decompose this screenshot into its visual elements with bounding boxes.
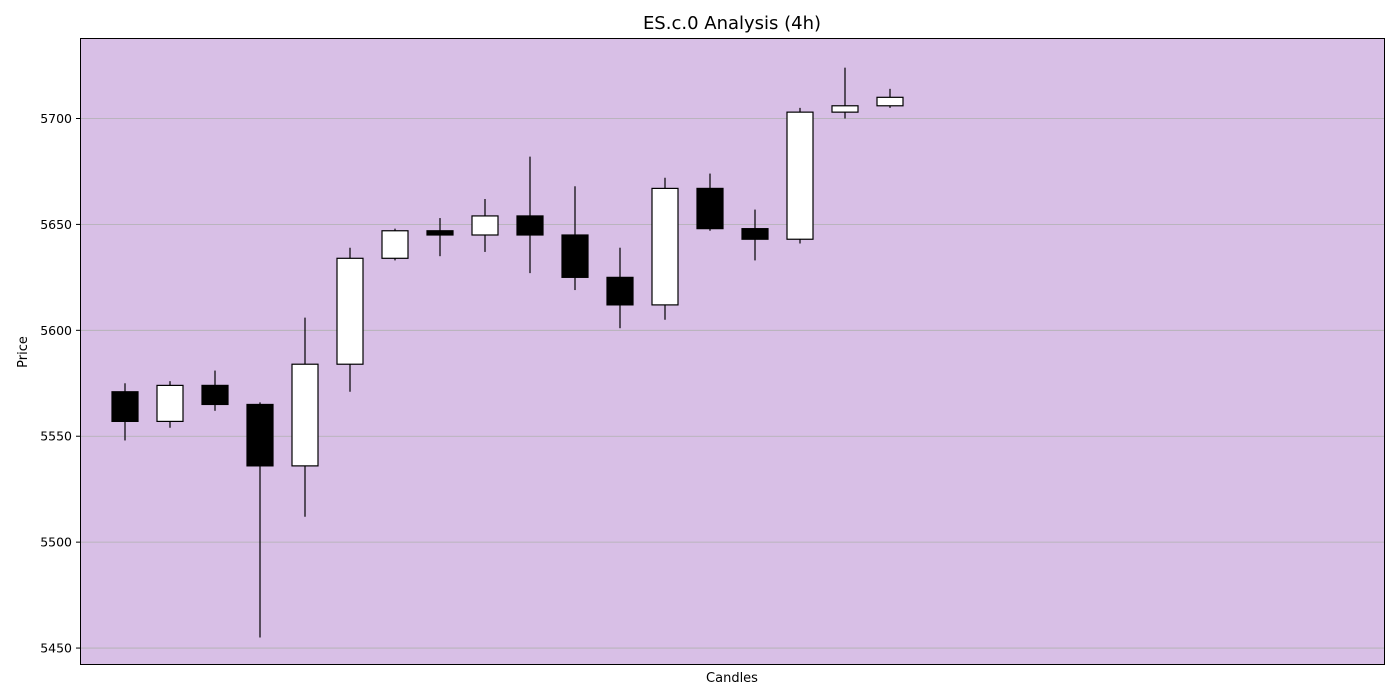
candle (426, 218, 454, 257)
y-axis-ticks: 5450 5500 5550 5600 5650 5700 (40, 111, 80, 656)
candle-body-down (426, 230, 454, 236)
x-axis-label: Candles (706, 671, 758, 686)
plot-frame (80, 38, 1385, 665)
y-tick-label: 5500 (40, 535, 72, 550)
candle (201, 370, 229, 411)
candle-body-up (651, 187, 679, 306)
y-tick-label: 5700 (40, 111, 72, 126)
candle (831, 67, 859, 119)
candle-body-down (606, 276, 634, 306)
candle-body-up (786, 111, 814, 240)
candle-body-down (741, 228, 769, 240)
candle (786, 107, 814, 244)
y-axis-label: Price (16, 336, 31, 368)
candle (741, 209, 769, 261)
candle-body-up (831, 105, 859, 113)
candle-body-down (111, 391, 139, 423)
candle (606, 247, 634, 329)
candle (561, 186, 589, 291)
candle-body-up (471, 215, 499, 236)
candle (246, 402, 274, 638)
y-tick-label: 5650 (40, 217, 72, 232)
candle-body-up (291, 363, 319, 467)
candle (696, 173, 724, 231)
chart-title: ES.c.0 Analysis (4h) (643, 13, 821, 34)
candle-body-up (156, 384, 184, 423)
candle-body-down (561, 234, 589, 278)
candle (111, 383, 139, 441)
candle-body-down (696, 187, 724, 230)
candle (291, 317, 319, 517)
y-tick-label: 5600 (40, 323, 72, 338)
candle (381, 228, 409, 261)
candle (156, 381, 184, 428)
candle (516, 156, 544, 274)
y-tick-label: 5550 (40, 429, 72, 444)
candle-body-up (381, 230, 409, 259)
candles (111, 67, 904, 638)
candle-body-down (201, 384, 229, 406)
candle-body-up (336, 257, 364, 365)
candle-body-down (246, 403, 274, 467)
y-tick-label: 5450 (40, 641, 72, 656)
candle (471, 198, 499, 252)
plot-area (80, 38, 1385, 665)
candle (651, 177, 679, 320)
candle-body-down (516, 215, 544, 236)
candle (876, 88, 904, 108)
candle-body-up (876, 96, 904, 107)
candle (336, 247, 364, 392)
